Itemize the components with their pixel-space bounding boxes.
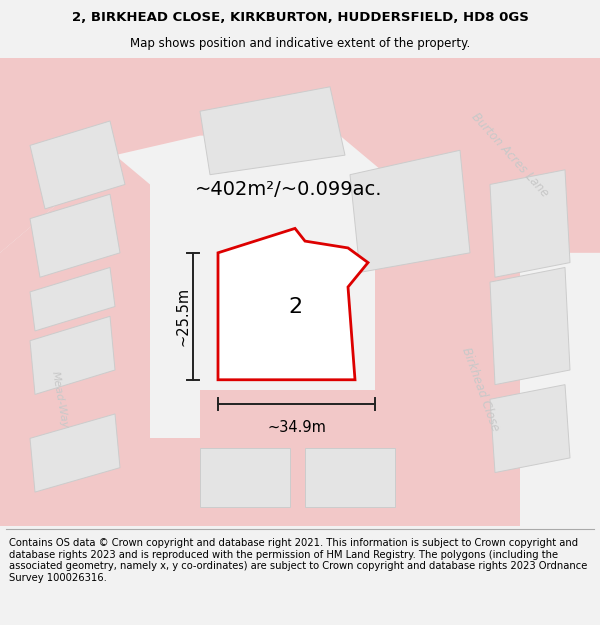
Polygon shape	[30, 268, 115, 331]
Polygon shape	[150, 438, 455, 526]
Text: 2: 2	[288, 296, 302, 316]
Polygon shape	[200, 448, 290, 507]
Polygon shape	[0, 58, 600, 253]
Polygon shape	[490, 268, 570, 384]
Text: ~402m²/~0.099ac.: ~402m²/~0.099ac.	[195, 180, 383, 199]
Text: ~34.9m: ~34.9m	[267, 420, 326, 435]
Polygon shape	[375, 136, 520, 526]
Polygon shape	[350, 150, 470, 272]
Text: Burton Acres Lane: Burton Acres Lane	[469, 111, 551, 200]
Polygon shape	[200, 87, 345, 174]
Polygon shape	[30, 414, 120, 492]
Text: Birkhead Close: Birkhead Close	[459, 346, 501, 433]
Polygon shape	[490, 384, 570, 472]
Text: ~25.5m: ~25.5m	[176, 287, 191, 346]
Polygon shape	[218, 228, 368, 380]
Text: Mead-Way: Mead-Way	[50, 370, 70, 429]
Text: 2, BIRKHEAD CLOSE, KIRKBURTON, HUDDERSFIELD, HD8 0GS: 2, BIRKHEAD CLOSE, KIRKBURTON, HUDDERSFI…	[71, 11, 529, 24]
Text: Map shows position and indicative extent of the property.: Map shows position and indicative extent…	[130, 37, 470, 49]
Polygon shape	[0, 155, 150, 526]
Text: Contains OS data © Crown copyright and database right 2021. This information is : Contains OS data © Crown copyright and d…	[9, 538, 587, 583]
Polygon shape	[200, 389, 375, 438]
Polygon shape	[30, 194, 120, 278]
Polygon shape	[30, 121, 125, 209]
Polygon shape	[340, 58, 600, 253]
Polygon shape	[30, 316, 115, 394]
Polygon shape	[305, 448, 395, 507]
Polygon shape	[490, 170, 570, 278]
